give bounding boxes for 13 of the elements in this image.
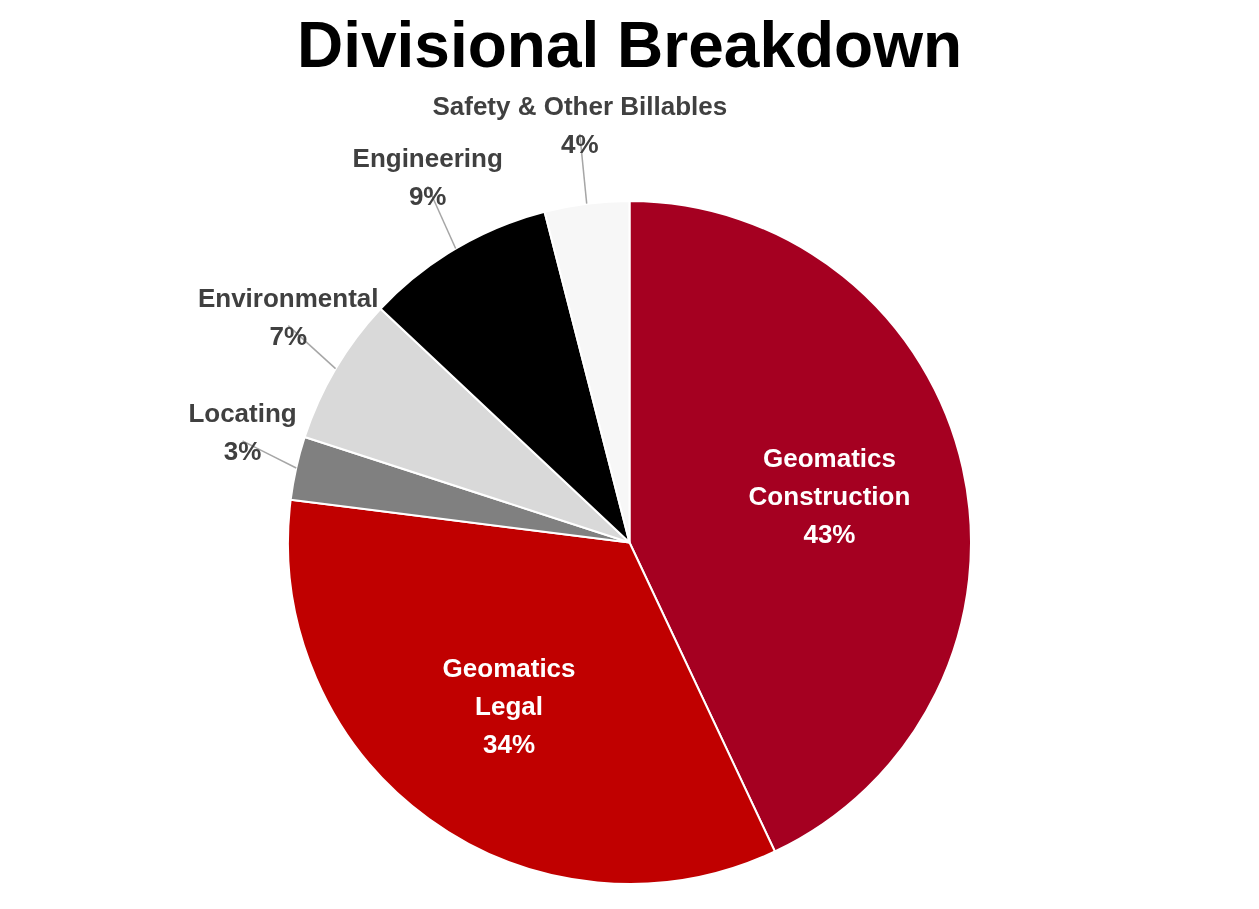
slice-label: Safety & Other Billables [432, 91, 728, 122]
slice-label: Geomatics Construction [748, 442, 911, 511]
chart-title: Divisional Breakdown [295, 8, 964, 83]
slice-label: Engineering [352, 143, 503, 174]
data-label: 3% [223, 436, 262, 467]
data-label: 34% [483, 729, 536, 760]
slice-label: Locating [188, 398, 297, 429]
slice-label: Environmental [197, 282, 379, 313]
data-label: 7% [269, 320, 307, 351]
slice-label: Geomatics Legal [442, 653, 576, 722]
data-label: 43% [803, 518, 856, 549]
data-label: 9% [408, 181, 447, 212]
data-label: 4% [561, 129, 599, 160]
